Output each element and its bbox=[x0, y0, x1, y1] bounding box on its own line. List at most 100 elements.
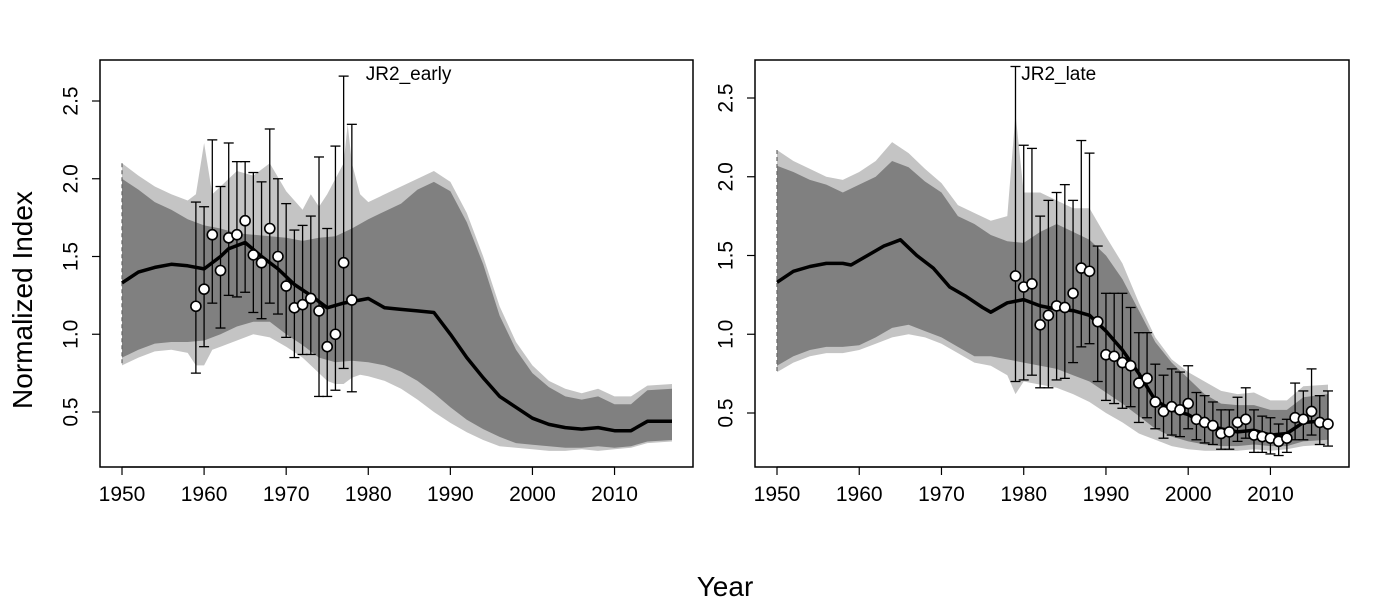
observation-point bbox=[1297, 413, 1310, 426]
error-bar bbox=[1076, 139, 1087, 348]
observation-point bbox=[214, 264, 227, 277]
error-bar bbox=[1117, 292, 1128, 409]
error-bar bbox=[281, 202, 292, 339]
error-bar bbox=[346, 123, 357, 393]
observation-point bbox=[1174, 404, 1186, 416]
observation-point bbox=[305, 292, 317, 305]
error-bar bbox=[223, 142, 234, 297]
observation-point bbox=[296, 298, 309, 311]
observation-point bbox=[1305, 405, 1318, 418]
error-bar bbox=[1125, 306, 1136, 408]
observation-point bbox=[239, 214, 251, 227]
observation-point bbox=[1067, 287, 1079, 300]
error-bar bbox=[1059, 183, 1070, 380]
observation-point bbox=[313, 305, 325, 317]
observation-point bbox=[1223, 426, 1236, 438]
x-tick-label: 1980 bbox=[1000, 483, 1047, 506]
x-tick-label: 1950 bbox=[99, 483, 146, 506]
error-bar bbox=[1018, 144, 1029, 381]
x-tick-label: 1960 bbox=[836, 483, 883, 506]
error-bar bbox=[1051, 191, 1062, 381]
observation-point bbox=[1042, 309, 1055, 322]
y-tick-label: 1.5 bbox=[60, 242, 83, 271]
y-tick-label: 1.0 bbox=[60, 320, 83, 349]
y-axis-title: Normalized Index bbox=[7, 191, 38, 409]
x-tick-label: 1950 bbox=[754, 483, 801, 506]
x-tick-label: 1990 bbox=[427, 483, 474, 506]
inner-interval-band bbox=[122, 178, 672, 448]
error-bar bbox=[305, 215, 316, 356]
observation-point bbox=[1059, 301, 1071, 314]
error-bar bbox=[272, 178, 283, 315]
observation-point bbox=[346, 294, 358, 306]
error-bar bbox=[1068, 199, 1079, 364]
x-tick-label: 1980 bbox=[345, 483, 392, 506]
error-bar bbox=[330, 145, 341, 391]
observation-point bbox=[1239, 413, 1252, 426]
observation-point bbox=[1124, 359, 1137, 372]
error-bar bbox=[207, 139, 218, 304]
error-bar bbox=[1084, 152, 1095, 345]
y-tick-label: 2.5 bbox=[60, 86, 83, 115]
error-bar bbox=[338, 75, 349, 370]
error-bar bbox=[256, 181, 267, 320]
observation-point bbox=[1026, 278, 1038, 290]
y-tick-label: 1.5 bbox=[715, 241, 738, 270]
observation-point bbox=[1281, 432, 1293, 445]
observation-point bbox=[1009, 270, 1022, 282]
observation-point bbox=[263, 222, 276, 235]
observation-point bbox=[329, 328, 342, 341]
panel-jr2-late: 1950 1960 1970 1980 1990 2000 2010 0.5 1.0 1.5 2.0… bbox=[715, 59, 1350, 506]
error-bar bbox=[199, 206, 210, 348]
x-tick-label: 2000 bbox=[509, 483, 556, 506]
panel-jr2-early: 1950 1960 1970 1980 1990 2000 2010 0.5 1.0 1.5 2.0… bbox=[60, 59, 694, 506]
x-tick-label: 1990 bbox=[1083, 483, 1130, 506]
error-bar bbox=[1026, 147, 1037, 376]
y-tick-label: 2.0 bbox=[715, 162, 738, 191]
observation-point bbox=[272, 250, 284, 263]
observation-point bbox=[1322, 418, 1334, 430]
x-axis-title: Year bbox=[697, 571, 754, 600]
observation-point bbox=[1108, 350, 1120, 363]
y-tick-label: 2.5 bbox=[715, 83, 738, 112]
panel-title: JR2_early bbox=[366, 64, 452, 85]
observation-point bbox=[247, 249, 260, 261]
error-bar bbox=[248, 171, 259, 314]
error-bar bbox=[1010, 65, 1021, 383]
y-tick-label: 1.0 bbox=[715, 320, 738, 349]
x-tick-label: 2000 bbox=[1165, 483, 1212, 506]
observation-point bbox=[1182, 397, 1194, 410]
y-tick-label: 0.5 bbox=[715, 398, 738, 427]
observation-point bbox=[190, 300, 202, 313]
observation-point bbox=[198, 283, 210, 295]
error-bar bbox=[1306, 368, 1317, 436]
observation-point bbox=[255, 256, 268, 269]
x-tick-label: 2010 bbox=[1247, 483, 1294, 506]
error-bar bbox=[190, 201, 201, 374]
panel-title: JR2_late bbox=[1021, 64, 1096, 85]
x-tick-label: 2010 bbox=[591, 483, 638, 506]
error-bar bbox=[1240, 387, 1251, 439]
error-bar bbox=[322, 227, 333, 398]
x-tick-label: 1960 bbox=[181, 483, 228, 506]
observation-point bbox=[1083, 265, 1096, 278]
observation-point bbox=[231, 228, 243, 241]
error-bar bbox=[240, 160, 251, 293]
error-bar bbox=[289, 229, 300, 359]
y-tick-label: 2.0 bbox=[60, 164, 83, 193]
median-line bbox=[121, 240, 672, 433]
error-bar bbox=[264, 128, 275, 304]
observation-point bbox=[206, 228, 219, 241]
observation-point bbox=[1141, 372, 1153, 385]
error-bar bbox=[1092, 245, 1103, 383]
y-tick-label: 0.5 bbox=[60, 397, 83, 426]
error-bar bbox=[1043, 199, 1054, 389]
x-tick-label: 1970 bbox=[263, 483, 310, 506]
observation-point bbox=[1149, 396, 1162, 408]
observation-point bbox=[1207, 419, 1219, 432]
observation-point bbox=[337, 256, 350, 269]
observation-point bbox=[280, 280, 292, 292]
observation-point bbox=[1034, 318, 1046, 331]
observation-point bbox=[1091, 315, 1104, 328]
